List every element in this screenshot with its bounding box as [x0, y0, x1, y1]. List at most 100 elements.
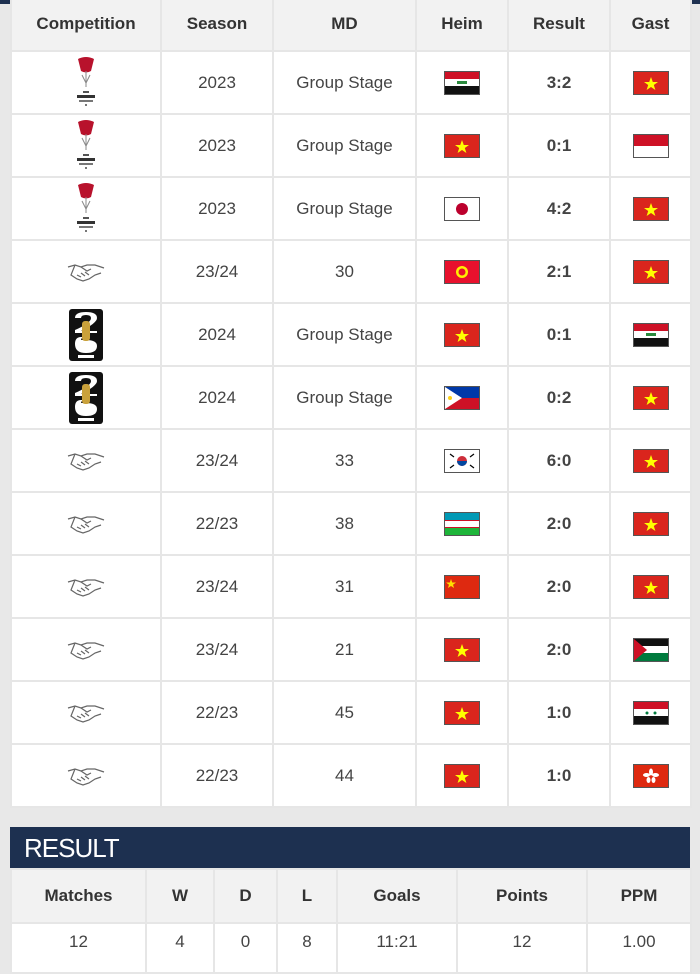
table-row[interactable]: 22/23 38 2:0 — [10, 491, 692, 556]
hong-kong-flag-icon[interactable] — [632, 763, 669, 788]
header-home[interactable]: Heim — [415, 0, 509, 52]
vietnam-flag-icon[interactable] — [632, 574, 669, 599]
vietnam-flag-icon[interactable] — [632, 259, 669, 284]
asian-cup-logo[interactable] — [12, 56, 160, 109]
header-result[interactable]: Result — [507, 0, 611, 52]
season-link[interactable]: 23/24 — [160, 239, 274, 304]
vietnam-flag-icon[interactable] — [632, 385, 669, 410]
header-away[interactable]: Gast — [609, 0, 692, 52]
friendly-handshake-icon[interactable] — [12, 765, 160, 787]
away-team-cell[interactable] — [609, 302, 692, 367]
result-link[interactable]: 6:0 — [507, 428, 611, 493]
season-link[interactable]: 2024 — [160, 365, 274, 430]
iraq-flag-icon[interactable] — [632, 322, 669, 347]
away-team-cell[interactable] — [609, 680, 692, 745]
fifa-world-cup-2026-logo[interactable] — [12, 308, 160, 361]
away-team-cell[interactable] — [609, 743, 692, 808]
header-competition[interactable]: Competition — [10, 0, 162, 52]
season-link[interactable]: 2024 — [160, 302, 274, 367]
season-link[interactable]: 2023 — [160, 176, 274, 241]
friendly-handshake-icon[interactable] — [12, 513, 160, 535]
fifa-world-cup-2026-logo[interactable] — [12, 371, 160, 424]
table-row[interactable]: 2024 Group Stage 0:2 — [10, 365, 692, 430]
competition-cell[interactable] — [10, 617, 162, 682]
competition-cell[interactable] — [10, 491, 162, 556]
season-link[interactable]: 22/23 — [160, 491, 274, 556]
header-md[interactable]: MD — [272, 0, 417, 52]
result-link[interactable]: 2:0 — [507, 554, 611, 619]
table-row[interactable]: 2023 Group Stage 4:2 — [10, 176, 692, 241]
result-link[interactable]: 1:0 — [507, 680, 611, 745]
season-link[interactable]: 2023 — [160, 50, 274, 115]
competition-cell[interactable] — [10, 428, 162, 493]
competition-cell[interactable] — [10, 50, 162, 115]
friendly-handshake-icon[interactable] — [12, 450, 160, 472]
japan-flag-icon[interactable] — [444, 196, 480, 221]
south-korea-flag-icon[interactable] — [444, 448, 480, 473]
kyrgyzstan-flag-icon[interactable] — [444, 259, 480, 284]
result-link[interactable]: 1:0 — [507, 743, 611, 808]
friendly-handshake-icon[interactable] — [12, 702, 160, 724]
season-link[interactable]: 22/23 — [160, 743, 274, 808]
home-team-cell[interactable] — [415, 428, 509, 493]
friendly-handshake-icon[interactable] — [12, 576, 160, 598]
uzbekistan-flag-icon[interactable] — [444, 511, 480, 536]
vietnam-flag-icon[interactable] — [444, 322, 480, 347]
competition-cell[interactable] — [10, 743, 162, 808]
table-row[interactable]: 23/24 31 2:0 — [10, 554, 692, 619]
competition-cell[interactable] — [10, 302, 162, 367]
away-team-cell[interactable] — [609, 554, 692, 619]
home-team-cell[interactable] — [415, 680, 509, 745]
asian-cup-logo[interactable] — [12, 119, 160, 172]
friendly-handshake-icon[interactable] — [12, 639, 160, 661]
vietnam-flag-icon[interactable] — [632, 70, 669, 95]
home-team-cell[interactable] — [415, 176, 509, 241]
vietnam-flag-icon[interactable] — [444, 763, 480, 788]
vietnam-flag-icon[interactable] — [632, 511, 669, 536]
home-team-cell[interactable] — [415, 554, 509, 619]
season-link[interactable]: 23/24 — [160, 428, 274, 493]
result-link[interactable]: 2:0 — [507, 491, 611, 556]
header-season[interactable]: Season — [160, 0, 274, 52]
home-team-cell[interactable] — [415, 239, 509, 304]
vietnam-flag-icon[interactable] — [444, 637, 480, 662]
away-team-cell[interactable] — [609, 113, 692, 178]
competition-cell[interactable] — [10, 239, 162, 304]
away-team-cell[interactable] — [609, 176, 692, 241]
away-team-cell[interactable] — [609, 428, 692, 493]
iraq-flag-icon[interactable] — [444, 70, 480, 95]
result-link[interactable]: 0:1 — [507, 302, 611, 367]
away-team-cell[interactable] — [609, 50, 692, 115]
season-link[interactable]: 22/23 — [160, 680, 274, 745]
indonesia-flag-icon[interactable] — [632, 133, 669, 158]
palestine-flag-icon[interactable] — [632, 637, 669, 662]
home-team-cell[interactable] — [415, 491, 509, 556]
away-team-cell[interactable] — [609, 365, 692, 430]
vietnam-flag-icon[interactable] — [632, 196, 669, 221]
asian-cup-logo[interactable] — [12, 182, 160, 235]
vietnam-flag-icon[interactable] — [444, 700, 480, 725]
table-row[interactable]: 2023 Group Stage 3:2 — [10, 50, 692, 115]
table-row[interactable]: 22/23 45 1:0 — [10, 680, 692, 745]
result-link[interactable]: 0:1 — [507, 113, 611, 178]
result-link[interactable]: 0:2 — [507, 365, 611, 430]
philippines-flag-icon[interactable] — [444, 385, 480, 410]
home-team-cell[interactable] — [415, 365, 509, 430]
table-row[interactable]: 23/24 30 2:1 — [10, 239, 692, 304]
vietnam-flag-icon[interactable] — [632, 448, 669, 473]
away-team-cell[interactable] — [609, 239, 692, 304]
syria-flag-icon[interactable] — [632, 700, 669, 725]
season-link[interactable]: 23/24 — [160, 617, 274, 682]
competition-cell[interactable] — [10, 680, 162, 745]
away-team-cell[interactable] — [609, 617, 692, 682]
china-flag-icon[interactable] — [444, 574, 480, 599]
table-row[interactable]: 2023 Group Stage 0:1 — [10, 113, 692, 178]
result-link[interactable]: 4:2 — [507, 176, 611, 241]
home-team-cell[interactable] — [415, 113, 509, 178]
competition-cell[interactable] — [10, 554, 162, 619]
result-link[interactable]: 2:1 — [507, 239, 611, 304]
home-team-cell[interactable] — [415, 743, 509, 808]
table-row[interactable]: 23/24 33 6:0 — [10, 428, 692, 493]
table-row[interactable]: 23/24 21 2:0 — [10, 617, 692, 682]
season-link[interactable]: 2023 — [160, 113, 274, 178]
